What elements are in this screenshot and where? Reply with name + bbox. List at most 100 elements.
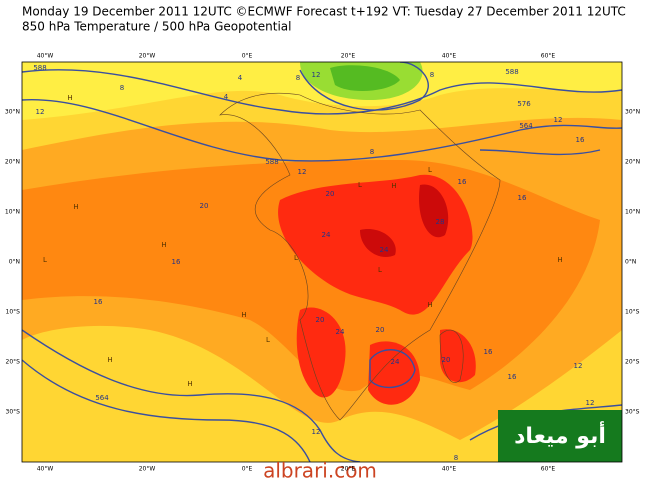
contour-label: 12 [312, 71, 321, 79]
lat-label: 20°N [625, 159, 640, 166]
lon-label: 20°E [341, 53, 356, 60]
contour-label: 28 [436, 218, 445, 226]
contour-label: 24 [322, 231, 331, 239]
contour [22, 99, 622, 162]
pressure-mark: H [67, 94, 72, 102]
contour-label: 16 [576, 136, 585, 144]
contour [22, 359, 311, 462]
pressure-mark: L [294, 254, 298, 262]
contour-label: 16 [94, 298, 103, 306]
lat-label: 20°S [6, 359, 21, 366]
lat-label: 0°N [9, 259, 20, 266]
contour-label: 8 [430, 71, 434, 79]
contour-label: 16 [508, 373, 517, 381]
field-very-hot-madagascar [440, 329, 476, 383]
contour-label: 20 [316, 316, 325, 324]
lon-label: 20°W [139, 466, 156, 473]
contour-label: 4 [238, 74, 243, 82]
contour-label: 24 [380, 246, 389, 254]
contour-label: 8 [454, 454, 458, 462]
lon-label: 40°E [442, 466, 457, 473]
contour-label: 12 [574, 362, 583, 370]
lat-label: 30°N [625, 109, 640, 116]
field-very-hot-se [368, 341, 420, 405]
contour [22, 329, 361, 462]
contour-label: 24 [336, 328, 345, 336]
pressure-mark: H [391, 182, 396, 190]
lat-label: 10°N [5, 209, 20, 216]
map: أبو ميعاد [22, 62, 622, 462]
field-green-dark [330, 65, 400, 92]
lat-label: 30°N [5, 109, 20, 116]
contour-label: 576 [517, 100, 531, 108]
lon-label: 40°W [37, 53, 54, 60]
pressure-mark: L [266, 336, 270, 344]
header-line1: Monday 19 December 2011 12UTC ©ECMWF For… [22, 5, 626, 19]
contour [22, 69, 622, 115]
contour-label: 12 [554, 116, 563, 124]
field-north [22, 62, 622, 120]
lat-label: 20°N [5, 159, 20, 166]
contour-label: 588 [505, 68, 518, 76]
pressure-mark: L [428, 166, 432, 174]
lon-label: 20°W [139, 53, 156, 60]
lon-label: 40°W [37, 466, 54, 473]
pressure-mark: H [427, 301, 432, 309]
pressure-mark: L [358, 181, 362, 189]
field-very-hot-south [296, 307, 346, 398]
coastline [439, 329, 464, 383]
contour-label: 12 [298, 168, 307, 176]
lon-label: 0°E [242, 466, 253, 473]
header-line2: 850 hPa Temperature / 500 hPa Geopotenti… [22, 20, 291, 34]
contour-label: 12 [36, 108, 45, 116]
lat-label: 20°S [625, 359, 640, 366]
pressure-mark: H [241, 311, 246, 319]
contour-label: 24 [391, 358, 400, 366]
pressure-mark: H [107, 356, 112, 364]
contour-label: 8 [370, 148, 374, 156]
contour-label: 20 [200, 202, 209, 210]
pressure-mark: H [161, 241, 166, 249]
watermark: albrari.com [263, 459, 377, 482]
contour-label: 16 [458, 178, 467, 186]
contour [299, 62, 429, 111]
lon-label: 40°E [442, 53, 457, 60]
contour-label: 12 [586, 399, 595, 407]
contour-label: 588 [265, 158, 278, 166]
map-frame [21, 61, 623, 463]
pressure-mark: H [73, 203, 78, 211]
contour-label: 12 [312, 428, 321, 436]
pressure-mark: L [43, 256, 47, 264]
pressure-mark: L [378, 266, 382, 274]
contour-label: 20 [376, 326, 385, 334]
contour-label: 8 [296, 74, 300, 82]
pressure-mark: H [187, 380, 192, 388]
logo: أبو ميعاد [514, 420, 606, 449]
contour-label: 16 [518, 194, 527, 202]
field-peak [419, 184, 449, 238]
contour-label: 564 [95, 394, 109, 402]
pressure-mark: H [557, 256, 562, 264]
field-peak-2 [360, 229, 396, 258]
lat-label: 0°N [625, 259, 636, 266]
lon-label: 60°E [541, 466, 556, 473]
contour-label: 20 [326, 190, 335, 198]
lat-label: 10°S [625, 309, 640, 316]
contour-label: 20 [442, 356, 451, 364]
contour-label: 588 [33, 64, 46, 72]
contour-label: 16 [172, 258, 181, 266]
lon-label: 60°E [541, 53, 556, 60]
lon-label: 0°E [242, 53, 253, 60]
contour-label: 4 [224, 93, 229, 101]
lat-label: 30°S [625, 409, 640, 416]
contour [369, 349, 416, 389]
coastline [219, 92, 501, 421]
lon-label: 20°E [341, 466, 356, 473]
lat-label: 10°N [625, 209, 640, 216]
contour-label: 8 [120, 84, 124, 92]
contour-label: 16 [484, 348, 493, 356]
lat-label: 30°S [6, 409, 21, 416]
logo-box [498, 410, 622, 462]
contour [479, 149, 601, 156]
